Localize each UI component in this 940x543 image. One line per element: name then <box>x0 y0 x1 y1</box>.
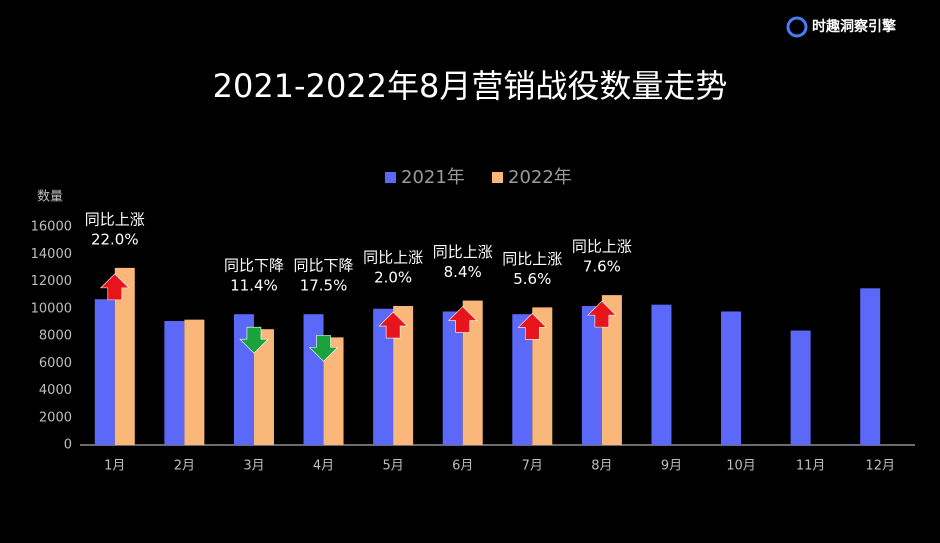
annotation-label: 同比上涨 <box>572 238 632 256</box>
annotation-label: 同比上涨 <box>363 249 423 267</box>
bar <box>393 306 414 445</box>
annotation-change: 11.4% <box>230 277 278 295</box>
y-tick-label: 10000 <box>31 301 72 316</box>
x-tick-label: 3月 <box>243 459 264 474</box>
annotation-change: 22.0% <box>91 230 139 248</box>
x-tick-label: 1月 <box>104 459 125 474</box>
x-tick-label: 4月 <box>313 459 334 474</box>
arrow-down <box>308 335 339 362</box>
y-tick-label: 14000 <box>31 247 72 262</box>
bar <box>512 314 533 445</box>
x-tick-label: 8月 <box>591 459 612 474</box>
bar <box>373 308 394 445</box>
x-tick-label: 10月 <box>726 459 756 474</box>
y-tick-label: 2000 <box>39 410 72 425</box>
annotation-change: 8.4% <box>444 263 482 281</box>
bar <box>323 337 344 445</box>
legend-swatch <box>492 172 503 183</box>
legend-swatch <box>385 172 396 183</box>
bar <box>442 311 463 445</box>
annotation-label: 同比上涨 <box>85 210 145 228</box>
arrow-up <box>378 311 408 339</box>
y-tick-label: 16000 <box>31 220 72 235</box>
bar <box>601 295 622 445</box>
x-tick-label: 7月 <box>522 459 543 474</box>
annotation-label: 同比上涨 <box>502 250 562 268</box>
chart-title: 2021-2022年8月营销战役数量走势 <box>213 67 728 105</box>
x-tick-label: 12月 <box>865 459 895 474</box>
annotation-change: 5.6% <box>513 270 551 288</box>
annotation-label: 同比下降 <box>294 257 354 275</box>
arrow-up <box>100 273 130 301</box>
bar <box>790 330 811 445</box>
bar <box>651 304 672 445</box>
arrow-up <box>447 306 478 333</box>
bar <box>860 288 881 445</box>
x-tick-label: 9月 <box>661 459 682 474</box>
annotation-change: 17.5% <box>300 277 348 295</box>
bar <box>303 314 324 445</box>
y-tick-label: 12000 <box>31 274 72 289</box>
arrow-up <box>587 300 617 328</box>
bar <box>532 307 553 445</box>
y-tick-label: 0 <box>64 438 72 453</box>
y-tick-label: 8000 <box>39 329 72 344</box>
y-tick-label: 4000 <box>39 383 72 398</box>
legend-label: 2021年 <box>401 167 465 188</box>
annotation-label: 同比下降 <box>224 257 284 275</box>
annotation-change: 7.6% <box>583 258 621 276</box>
bar <box>462 300 483 445</box>
legend-label: 2022年 <box>508 167 572 188</box>
bar <box>94 299 115 445</box>
bar <box>114 267 135 445</box>
bar <box>253 329 274 445</box>
y-tick-label: 6000 <box>39 356 72 371</box>
x-tick-label: 11月 <box>796 459 826 474</box>
brand-logo <box>786 16 808 38</box>
bar <box>581 306 602 445</box>
annotation-label: 同比上涨 <box>433 243 493 261</box>
brand: 时趣洞察引擎 <box>812 18 896 35</box>
y-axis-label: 数量 <box>37 190 63 205</box>
arrow-up <box>517 312 548 340</box>
bar <box>184 319 205 445</box>
bar <box>721 311 742 445</box>
x-tick-label: 6月 <box>452 459 473 474</box>
x-tick-label: 5月 <box>382 459 403 474</box>
arrow-down <box>239 326 269 354</box>
bar <box>164 321 185 445</box>
annotation-change: 2.0% <box>374 269 412 287</box>
x-tick-label: 2月 <box>174 459 195 474</box>
